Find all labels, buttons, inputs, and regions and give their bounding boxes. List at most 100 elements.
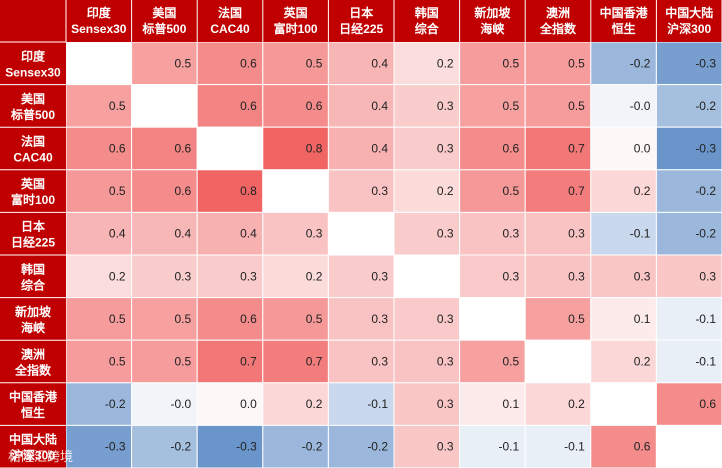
cell-value-label: 0.1 xyxy=(503,397,520,411)
row-header: 法国 CAC40 xyxy=(13,134,53,165)
column-header-line: 海峡 xyxy=(480,21,504,36)
cell-value-label: 0.7 xyxy=(306,355,323,369)
cell-value-label: 0.2 xyxy=(437,184,454,198)
cell-value-label: 0.6 xyxy=(240,56,257,70)
cell-value-label: -0.1 xyxy=(564,440,585,454)
cell-value-label: 0.4 xyxy=(109,227,126,241)
heatmap-cell xyxy=(262,126,329,171)
cell-value-label: 0.2 xyxy=(306,269,323,283)
heatmap-cell xyxy=(393,297,461,341)
row-header-line: Sensex30 xyxy=(5,65,61,79)
cell-value-label: 0.6 xyxy=(240,99,257,113)
column-header-line: 沪深300 xyxy=(667,21,711,36)
column-header-line: CAC40 xyxy=(210,22,250,36)
column-header-line: 韩国 xyxy=(415,5,439,20)
column-header: 新加坡海峡 xyxy=(474,5,511,36)
cell-value-label: 0.5 xyxy=(306,56,323,70)
cell-value-label: 0.3 xyxy=(437,99,454,113)
cell-value-label: 0.3 xyxy=(175,269,192,283)
cell-value-label: 0.3 xyxy=(568,269,585,283)
row-header-line: 印度 xyxy=(21,48,46,63)
cell-value-label: 0.2 xyxy=(634,184,651,198)
cell-value-label: -0.1 xyxy=(695,355,716,369)
heatmap-cell xyxy=(459,41,526,86)
heatmap-cell xyxy=(131,382,198,426)
column-header: 澳洲全指数 xyxy=(539,5,577,36)
heatmap-cell xyxy=(65,382,133,426)
cell-value-label: 0.3 xyxy=(371,355,388,369)
cell-value-label: 0.3 xyxy=(437,355,454,369)
heatmap-cell xyxy=(131,254,198,299)
heatmap-cell xyxy=(459,297,526,341)
cell-value-label: 0.6 xyxy=(175,142,192,156)
row-header: 英国富时100 xyxy=(11,176,55,207)
row-header-line: 综合 xyxy=(21,277,46,292)
column-header: 英国富时100 xyxy=(274,5,318,36)
cell-value-label: -0.3 xyxy=(236,440,257,454)
heatmap-cell xyxy=(393,339,461,384)
heatmap-cell xyxy=(459,254,526,299)
heatmap-cell xyxy=(131,84,198,128)
cell-value-label: 0.3 xyxy=(437,312,454,326)
cell-value-label: -0.2 xyxy=(171,440,192,454)
row-header-line: 海峡 xyxy=(21,320,45,335)
heatmap-cell xyxy=(196,41,264,86)
row-header: 中国香港恒生 xyxy=(9,389,58,420)
column-header-line: 恒生 xyxy=(612,21,636,36)
cell-value-label: 0.5 xyxy=(503,56,520,70)
row-header-line: 标普500 xyxy=(10,107,55,122)
row-header: 澳洲全指数 xyxy=(14,347,52,378)
row-header: 韩国综合 xyxy=(21,261,46,292)
cell-value-label: 0.6 xyxy=(634,440,651,454)
column-header-line: 日经225 xyxy=(339,21,383,36)
cell-value-label: 0.7 xyxy=(568,184,585,198)
column-header: 印度 Sensex30 xyxy=(71,5,127,36)
heatmap-cell xyxy=(459,84,526,128)
column-header: 日本日经225 xyxy=(339,5,383,36)
heatmap-cell xyxy=(65,126,133,171)
cell-value-label: 0.3 xyxy=(503,227,520,241)
heatmap-cell xyxy=(131,41,198,86)
column-header-line: 新加坡 xyxy=(474,5,511,20)
heatmap-cell xyxy=(655,211,722,256)
row-header-line: 韩国 xyxy=(21,261,45,276)
cell-value-label: -0.2 xyxy=(695,99,716,113)
cell-value-label: 0.5 xyxy=(503,99,520,113)
cell-value-label: 0.3 xyxy=(371,184,388,198)
heatmap-cell xyxy=(590,41,657,86)
cell-value-label: 0.5 xyxy=(175,355,192,369)
heatmap-cell xyxy=(655,297,722,341)
heatmap-cell xyxy=(655,41,722,86)
row-header: 印度 Sensex30 xyxy=(5,48,61,79)
cell-value-label: 0.4 xyxy=(175,227,192,241)
cell-value-label: 0.4 xyxy=(240,227,257,241)
column-header-line: 综合 xyxy=(415,21,440,36)
row-header: 日本日经225 xyxy=(11,219,55,250)
cell-value-label: -0.0 xyxy=(630,99,651,113)
row-header-line: 日本 xyxy=(21,219,45,234)
column-header: 韩国综合 xyxy=(415,5,440,36)
cell-value-label: 0.6 xyxy=(175,184,192,198)
heatmap-cell xyxy=(327,297,395,341)
row-header-line: 富时100 xyxy=(11,192,55,207)
heatmap-cell xyxy=(459,424,526,468)
cell-value-label: 0.0 xyxy=(240,397,257,411)
cell-value-label: 0.3 xyxy=(568,227,585,241)
column-header: 法国 CAC40 xyxy=(210,5,250,36)
cell-value-label: 0.2 xyxy=(634,355,651,369)
row-header-line: CAC40 xyxy=(13,151,53,165)
cell-value-label: 0.5 xyxy=(175,56,192,70)
cell-value-label: 0.6 xyxy=(306,99,323,113)
column-header: 中国大陆沪深300 xyxy=(665,5,713,36)
heatmap-cell xyxy=(262,84,329,128)
heatmap-cell xyxy=(65,339,133,384)
column-header-line: 印度 xyxy=(87,5,112,20)
heatmap-cell xyxy=(65,41,133,86)
header-column-background xyxy=(0,0,66,468)
cell-value-label: 0.5 xyxy=(503,355,520,369)
heatmap-cell xyxy=(655,254,722,299)
column-header-line: Sensex30 xyxy=(71,22,127,36)
row-header: 美国标普500 xyxy=(10,91,55,122)
cell-value-label: 0.1 xyxy=(634,312,651,326)
